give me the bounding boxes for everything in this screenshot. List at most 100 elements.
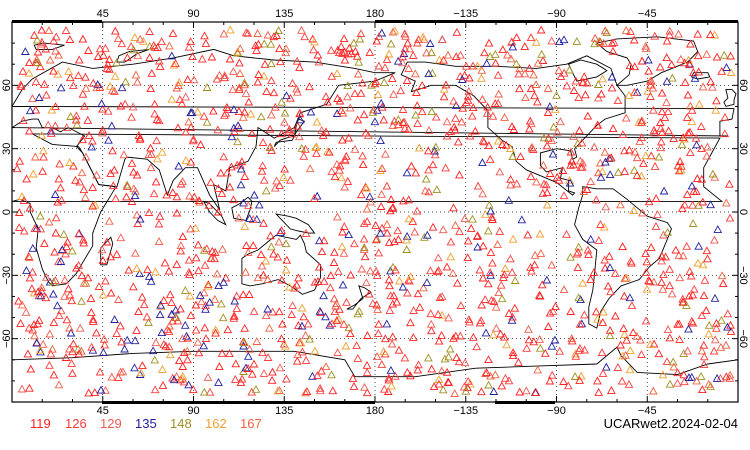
observation-marker [566, 160, 575, 169]
observation-marker [240, 338, 249, 347]
source-label: UCARwet2.2024-02-04 [604, 416, 738, 431]
observation-marker [484, 141, 494, 150]
observation-marker [385, 305, 395, 314]
observation-marker [185, 291, 195, 300]
observation-marker [621, 113, 631, 122]
observation-marker [438, 225, 448, 234]
observation-marker [356, 88, 366, 97]
observation-marker [259, 175, 269, 184]
observation-marker [172, 208, 182, 217]
observation-marker [207, 246, 217, 255]
observation-marker [315, 306, 325, 315]
observation-marker [253, 77, 263, 86]
observation-marker [135, 214, 145, 223]
observation-marker [371, 220, 381, 229]
observation-marker [680, 134, 689, 143]
coastline-south-america [574, 186, 673, 329]
observation-marker [155, 61, 165, 70]
observation-marker [301, 355, 311, 364]
observation-marker [80, 192, 90, 201]
observation-marker [54, 50, 63, 59]
observation-marker [253, 29, 262, 37]
observation-marker [525, 124, 534, 133]
observation-marker [248, 241, 258, 250]
longitude-labels-top: 45 90 135 180 −135 −90 −45 [97, 8, 657, 20]
observation-marker [699, 359, 709, 368]
observation-marker [72, 120, 82, 129]
observation-marker [683, 128, 693, 137]
observation-marker [521, 93, 530, 102]
observation-marker [240, 107, 249, 116]
observation-marker [388, 299, 398, 308]
observation-marker [538, 56, 548, 64]
observation-marker [475, 265, 485, 274]
observation-marker [191, 253, 201, 262]
observation-marker [127, 158, 137, 167]
observation-marker [549, 122, 559, 131]
observation-marker [278, 319, 287, 328]
observation-marker [157, 147, 167, 156]
observation-marker [94, 282, 104, 290]
observation-marker [581, 90, 590, 99]
observation-marker [434, 375, 444, 383]
observation-marker [98, 255, 108, 264]
observation-marker [248, 215, 258, 223]
observation-marker [404, 64, 414, 72]
observation-marker [460, 214, 470, 223]
observation-marker [265, 124, 275, 133]
observation-marker [214, 377, 223, 386]
observation-marker [66, 328, 76, 337]
observation-marker [449, 333, 458, 342]
observation-marker [92, 328, 101, 337]
observation-marker [312, 148, 321, 157]
observation-marker [112, 329, 122, 337]
observation-marker [531, 80, 541, 88]
observation-marker [212, 74, 222, 83]
observation-marker [107, 121, 117, 130]
observation-marker [626, 256, 636, 265]
observation-marker [312, 117, 322, 126]
observation-marker [113, 34, 123, 43]
observation-marker [595, 158, 605, 167]
observation-marker [419, 283, 428, 292]
observation-marker [606, 153, 615, 162]
observation-marker [382, 319, 392, 328]
observation-marker [122, 180, 132, 189]
observation-marker [191, 223, 200, 232]
observation-marker [577, 138, 587, 147]
observation-marker [285, 282, 294, 291]
observation-marker [641, 41, 651, 50]
observation-marker [450, 389, 460, 397]
observation-marker [559, 377, 568, 385]
observation-marker [451, 52, 461, 61]
coastline-antarctica [11, 346, 739, 403]
legend-item: 167 [240, 416, 262, 431]
observation-marker [133, 218, 143, 227]
observation-marker [445, 344, 455, 353]
observation-marker [151, 267, 160, 276]
observation-marker [164, 326, 174, 335]
observation-marker [524, 324, 533, 333]
observation-marker [293, 121, 303, 130]
observation-marker [225, 349, 234, 358]
observation-marker [33, 58, 42, 66]
observation-marker [491, 302, 501, 311]
observation-marker [374, 319, 384, 328]
observation-marker [155, 310, 165, 319]
observation-marker [97, 245, 107, 254]
observation-marker [360, 252, 370, 261]
observation-marker [665, 26, 675, 35]
observation-marker [65, 158, 75, 166]
observation-marker [104, 216, 114, 225]
observation-marker [656, 137, 666, 146]
observation-marker [281, 265, 291, 274]
observation-marker [396, 86, 406, 95]
observation-marker [214, 183, 223, 192]
observation-marker [660, 112, 670, 121]
observation-marker [24, 68, 34, 77]
observation-marker [493, 136, 503, 145]
observation-marker [349, 381, 359, 390]
observation-marker [37, 130, 47, 139]
observation-marker [338, 108, 348, 117]
observation-marker [112, 249, 122, 258]
